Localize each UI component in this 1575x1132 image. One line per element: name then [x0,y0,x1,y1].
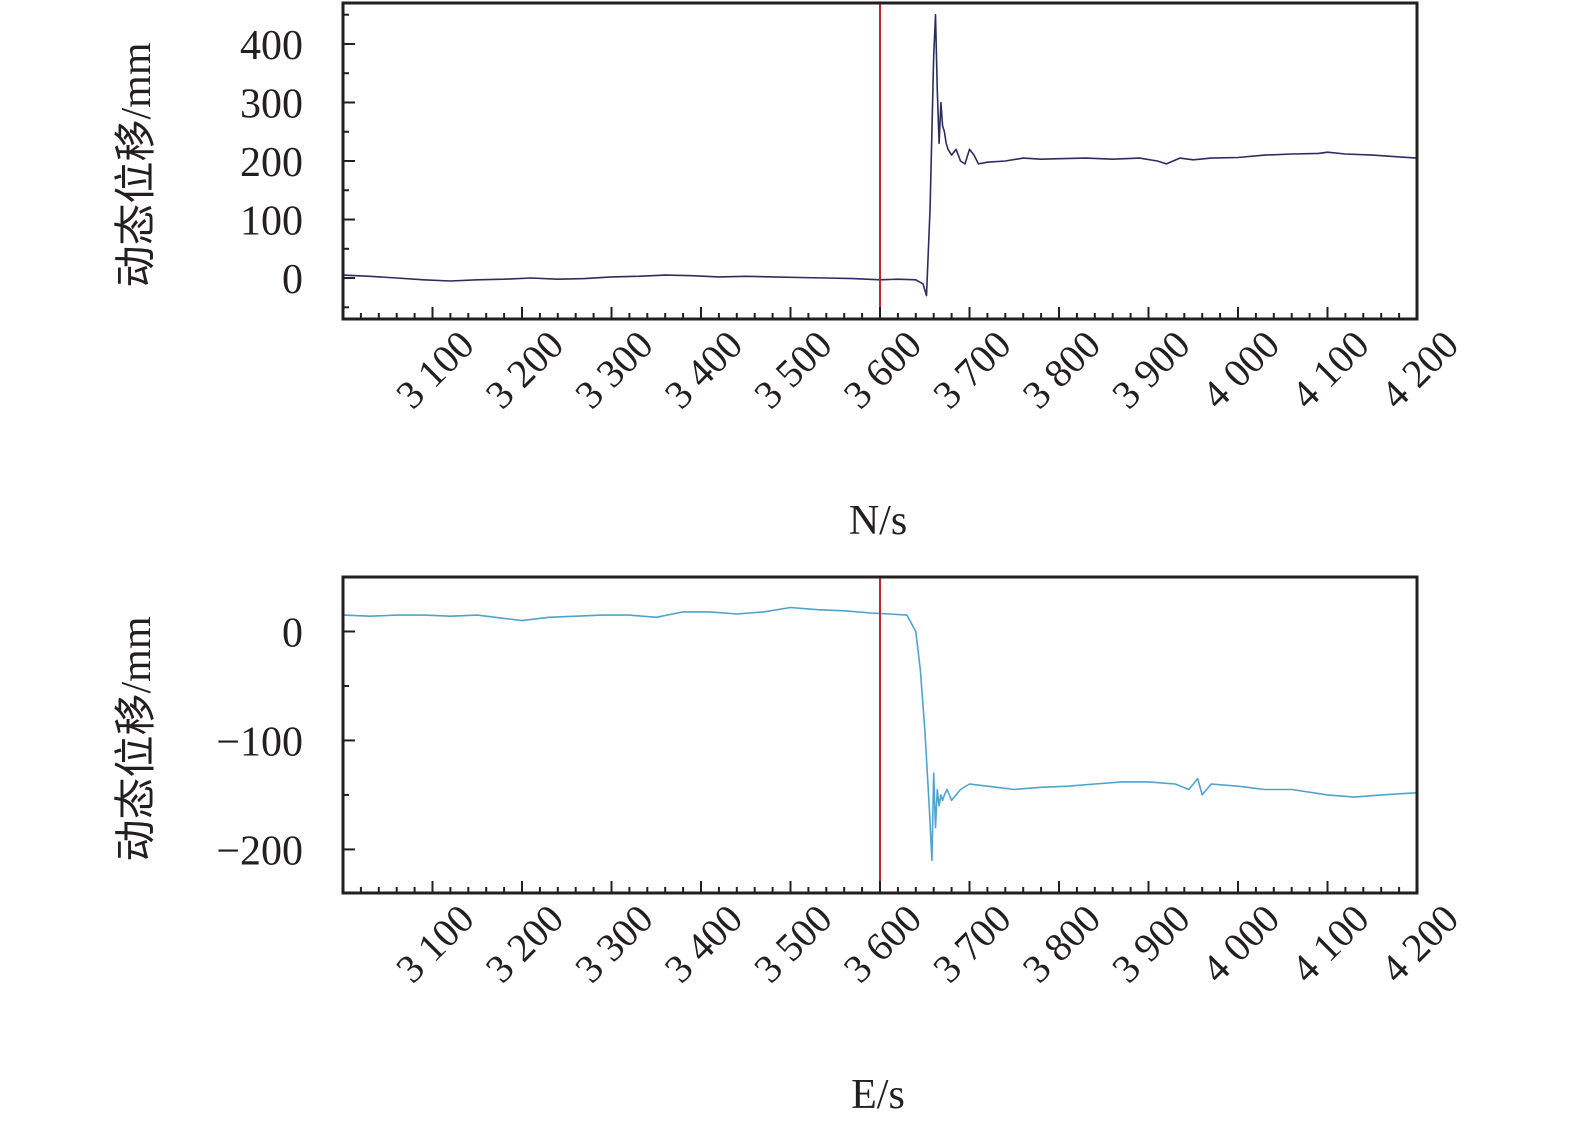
y-tick-label: 200 [240,140,303,186]
y-tick-label: 0 [282,257,303,303]
y-tick-label: 100 [240,199,303,245]
x-tick-label: 3 900 [1103,896,1198,991]
x-tick-label: 3 400 [656,322,751,417]
x-axis-label: E/s [851,1072,905,1118]
x-tick-label: 3 100 [387,322,482,417]
x-tick-label: 3 800 [1014,322,1109,417]
x-tick-label: 3 900 [1103,322,1198,417]
x-tick-label: 3 700 [924,322,1019,417]
x-tick-label: 3 500 [745,322,840,417]
x-tick-label: 3 200 [477,322,572,417]
x-tick-label: 4 200 [1372,896,1467,991]
x-tick-label: 3 200 [477,896,572,991]
x-tick-label: 3 700 [924,896,1019,991]
x-tick-label: 3 300 [566,896,661,991]
x-tick-label: 4 100 [1282,322,1377,417]
x-tick-label: 4 000 [1193,322,1288,417]
y-tick-label: 300 [240,81,303,127]
y-tick-label: −200 [216,828,303,874]
x-axis-label: N/s [849,498,907,544]
x-tick-label: 3 600 [835,896,930,991]
x-tick-label: 3 300 [566,322,661,417]
x-tick-label: 4 200 [1372,322,1467,417]
x-tick-label: 3 600 [835,322,930,417]
x-tick-label: 3 400 [656,896,751,991]
y-tick-label: 0 [282,610,303,656]
data-series-line [343,606,1417,862]
y-tick-label: 400 [240,23,303,69]
x-tick-label: 4 100 [1282,896,1377,991]
y-axis-label: 动态位移/mm [113,616,160,861]
y-axis-label: 动态位移/mm [113,42,160,287]
x-tick-label: 4 000 [1193,896,1288,991]
x-tick-label: 3 500 [745,896,840,991]
y-tick-label: −100 [216,719,303,765]
x-tick-label: 3 100 [387,896,482,991]
data-series-line [343,13,1417,297]
x-tick-label: 3 800 [1014,896,1109,991]
